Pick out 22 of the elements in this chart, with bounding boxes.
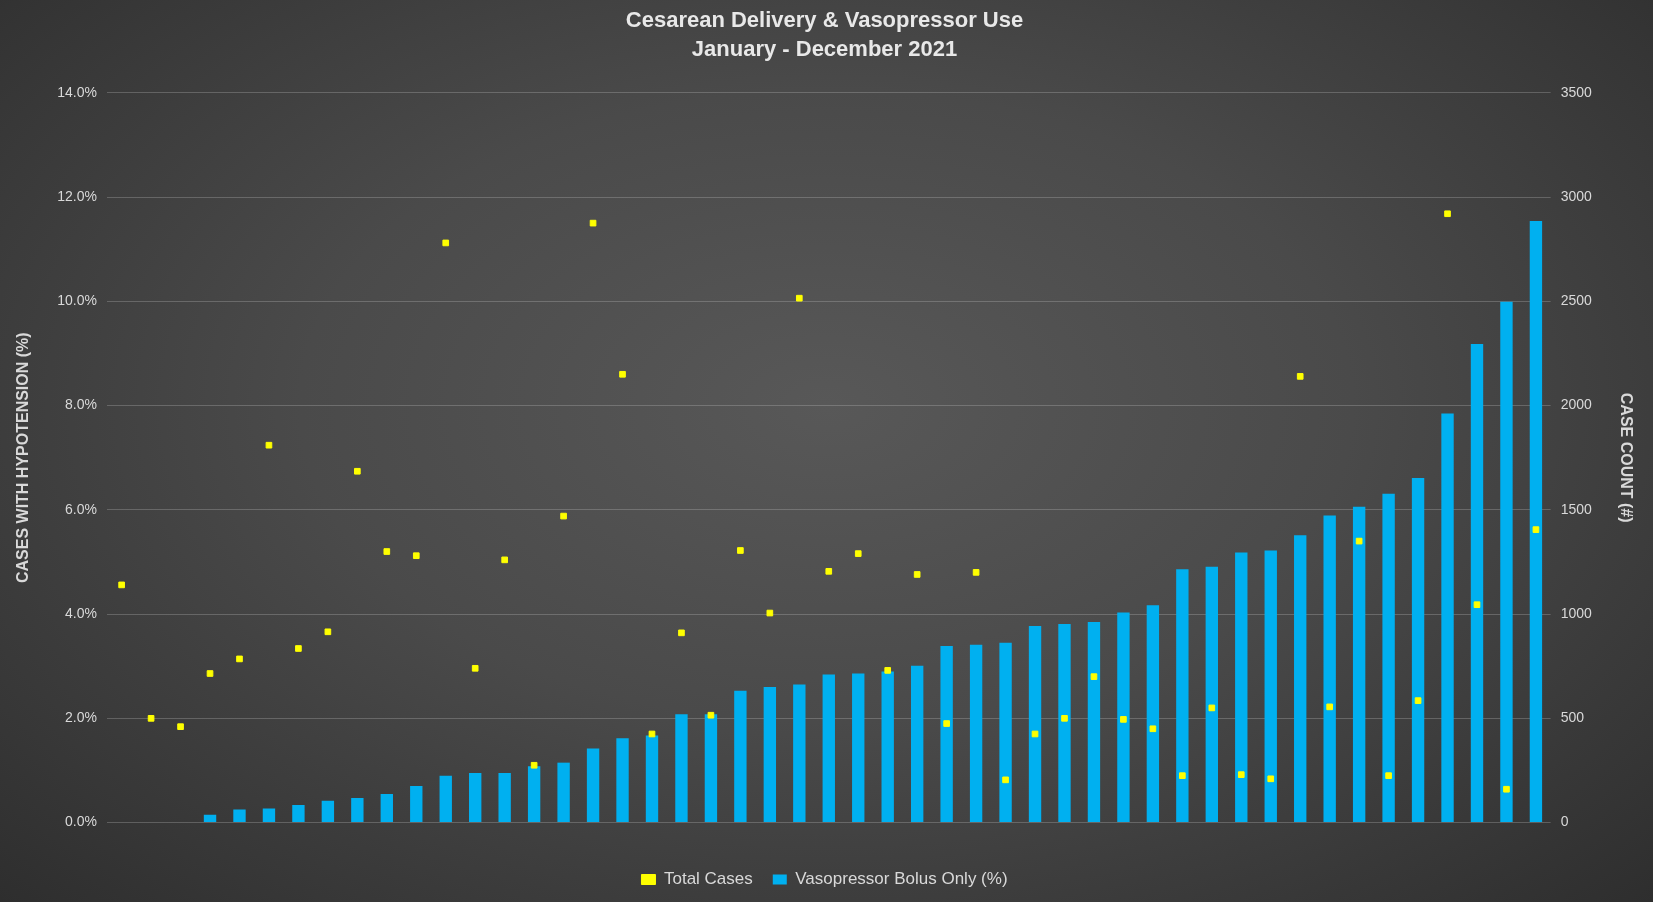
y2-tick-label: 3000	[1560, 187, 1593, 204]
y-tick-label: 0.0%	[64, 813, 97, 830]
y-tick-label: 2.0%	[64, 709, 97, 726]
y-tick-label: 8.0%	[64, 396, 97, 413]
y-tick-label: 10.0%	[57, 292, 97, 309]
y-tick-label: 6.0%	[64, 500, 97, 517]
y2-tick-label: 2000	[1560, 396, 1593, 413]
y2-axis-title: CASE COUNT (#)	[1617, 392, 1635, 523]
y-tick-label: 4.0%	[64, 604, 97, 621]
y2-tick-label: 1000	[1560, 604, 1593, 621]
y2-tick-label: 2500	[1560, 292, 1593, 309]
chart-title: Cesarean Delivery & Vasopressor Use	[625, 7, 1024, 33]
y2-tick-label: 500	[1560, 709, 1585, 726]
y2-tick-label: 1500	[1560, 500, 1593, 517]
y2-tick-label: 3500	[1560, 83, 1593, 100]
y-axis-title: CASES WITH HYPOTENSION (%)	[14, 332, 32, 584]
y2-tick-label: 0	[1560, 813, 1569, 830]
y-tick-label: 12.0%	[57, 187, 97, 204]
legend-label: Vasopressor Bolus Only (%)	[795, 869, 1008, 889]
legend-label: Total Cases	[663, 869, 753, 889]
chart-subtitle: January - December 2021	[691, 35, 958, 61]
y-tick-label: 14.0%	[57, 83, 97, 100]
